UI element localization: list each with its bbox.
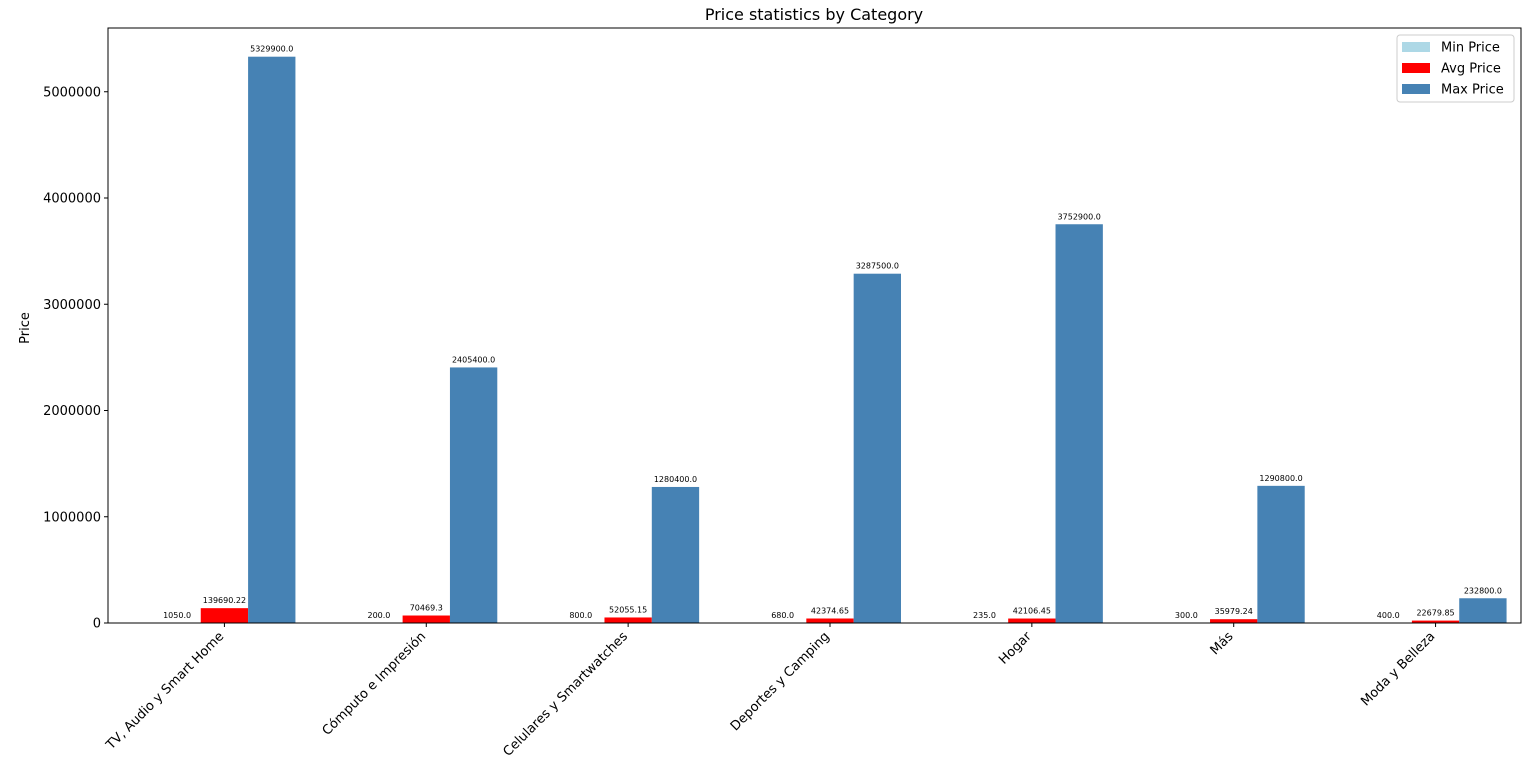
y-tick-label: 2000000 xyxy=(43,404,101,419)
max-price-bar xyxy=(651,486,700,623)
avg-price-data-label: 35979.24 xyxy=(1215,607,1253,616)
plot-frame xyxy=(107,27,1522,624)
max-price-bar xyxy=(1459,598,1507,623)
bars-layer xyxy=(153,56,1507,623)
avg-price-bar xyxy=(1411,620,1460,623)
max-price-data-label: 5329900.0 xyxy=(250,45,293,54)
avg-price-bar xyxy=(402,615,450,623)
legend-label-max-price: Max Price xyxy=(1441,83,1504,98)
y-tick-label: 3000000 xyxy=(43,298,101,313)
max-price-data-label: 3752900.0 xyxy=(1058,212,1101,221)
max-price-data-label: 1290800.0 xyxy=(1259,474,1302,483)
max-price-data-label: 2405400.0 xyxy=(452,355,495,364)
max-price-bar xyxy=(1055,224,1103,623)
legend-swatch-avg-price xyxy=(1402,63,1430,73)
avg-price-data-label: 70469.3 xyxy=(410,604,443,613)
max-price-bar xyxy=(853,273,901,623)
min-price-data-label: 400.0 xyxy=(1377,611,1400,620)
legend: Min Price Avg Price Max Price xyxy=(1396,34,1515,103)
max-price-data-label: 1280400.0 xyxy=(654,475,697,484)
min-price-data-label: 200.0 xyxy=(367,611,390,620)
y-tick-label: 4000000 xyxy=(43,192,101,207)
legend-swatch-min-price xyxy=(1402,42,1430,52)
avg-price-data-label: 139690.22 xyxy=(203,596,246,605)
avg-price-data-label: 42374.65 xyxy=(811,607,849,616)
y-axis-ticks: 0 1000000 2000000 3000000 4000000 5000000 xyxy=(43,85,108,632)
max-price-data-label: 232800.0 xyxy=(1464,586,1502,595)
y-tick-label: 1000000 xyxy=(43,510,101,525)
avg-price-bar xyxy=(806,618,854,623)
legend-label-avg-price: Avg Price xyxy=(1441,62,1501,77)
max-price-bar xyxy=(1257,485,1305,623)
avg-price-bar xyxy=(604,617,652,623)
max-price-bar xyxy=(248,56,296,623)
min-price-data-label: 300.0 xyxy=(1175,611,1198,620)
y-tick-label: 0 xyxy=(93,617,101,632)
min-price-data-label: 235.0 xyxy=(973,611,996,620)
y-tick-label: 5000000 xyxy=(43,85,101,100)
avg-price-bar xyxy=(1008,618,1056,623)
min-price-data-label: 800.0 xyxy=(569,611,592,620)
avg-price-bar xyxy=(1210,619,1258,623)
min-price-data-label: 680.0 xyxy=(771,611,794,620)
avg-price-data-label: 22679.85 xyxy=(1416,609,1454,618)
legend-swatch-max-price xyxy=(1402,84,1430,94)
y-axis-label: Price xyxy=(18,312,33,344)
min-price-data-label: 1050.0 xyxy=(163,611,191,620)
avg-price-data-label: 42106.45 xyxy=(1013,607,1051,616)
max-price-bar xyxy=(449,367,498,623)
max-price-data-label: 3287500.0 xyxy=(856,262,899,271)
avg-price-data-label: 52055.15 xyxy=(609,605,647,614)
data-labels-layer: 1050.0 200.0 800.0 680.0 235.0 300.0 400.0 1396… xyxy=(163,45,1502,620)
chart-title: Price statistics by Category xyxy=(705,5,923,24)
avg-price-bar xyxy=(200,608,249,623)
legend-label-min-price: Min Price xyxy=(1441,41,1500,56)
